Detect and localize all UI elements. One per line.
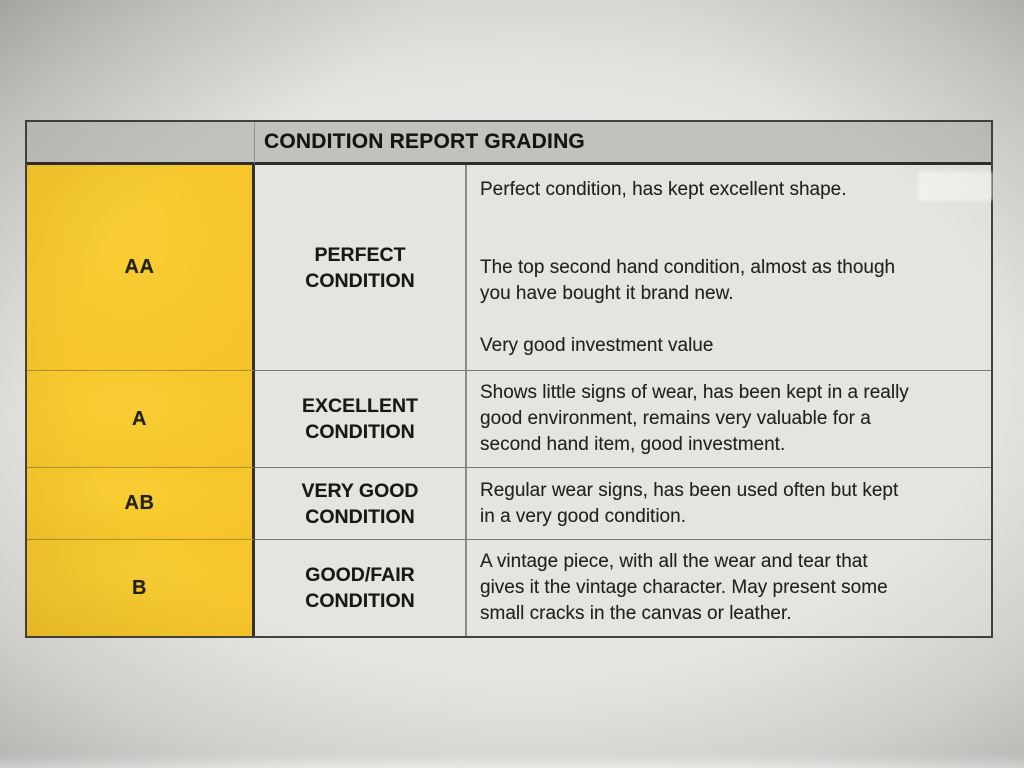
header-empty-cell — [27, 122, 255, 165]
grade-code: A — [132, 407, 147, 430]
grade-cell-a: A — [27, 371, 255, 468]
grade-cell-aa: AA — [27, 165, 255, 371]
grade-code: B — [132, 576, 147, 599]
description-line: Very good investment value — [480, 335, 714, 356]
label-line: CONDITION — [305, 269, 415, 292]
description-cell-aa: Perfect condition, has kept excellent sh… — [467, 165, 991, 371]
label-line: EXCELLENT — [302, 395, 418, 417]
label-cell-perfect-condition: PERFECT CONDITION — [255, 165, 467, 371]
description-cell-ab: Regular wear signs, has been used often … — [467, 468, 991, 540]
description-line: Perfect condition, has kept excellent sh… — [480, 179, 847, 200]
description-line — [480, 203, 977, 229]
description-line: in a very good condition. — [480, 505, 686, 527]
description-cell-b: A vintage piece, with all the wear and t… — [467, 540, 991, 636]
grade-code: AA — [124, 256, 155, 278]
table-header: CONDITION REPORT GRADING — [255, 122, 991, 165]
condition-report-grading-table: CONDITION REPORT GRADING AA PERFECT COND… — [25, 120, 993, 638]
description-line: Regular wear signs, has been used often … — [480, 479, 899, 501]
label-line: VERY GOOD — [301, 479, 419, 502]
label-line: CONDITION — [305, 590, 415, 612]
label-line: CONDITION — [305, 421, 415, 443]
grade-cell-ab: AB — [27, 468, 255, 540]
description-line: The top second hand condition, almost as… — [480, 257, 896, 278]
table-title: CONDITION REPORT GRADING — [264, 130, 585, 153]
description-cell-a: Shows little signs of wear, has been kep… — [467, 371, 991, 468]
label-cell-excellent-condition: EXCELLENT CONDITION — [255, 371, 467, 468]
label-line: CONDITION — [305, 505, 415, 528]
label-line: GOOD/FAIR — [305, 564, 415, 586]
label-line: PERFECT — [314, 243, 406, 266]
description-line: second hand item, good investment. — [480, 434, 786, 455]
grade-code: AB — [124, 492, 155, 514]
label-cell-good-fair-condition: GOOD/FAIR CONDITION — [255, 540, 467, 636]
description-line: gives it the vintage character. May pres… — [480, 577, 888, 598]
description-line — [480, 307, 977, 333]
description-line: Shows little signs of wear, has been kep… — [480, 382, 909, 403]
description-line: good environment, remains very valuable … — [480, 408, 871, 429]
label-cell-very-good-condition: VERY GOOD CONDITION — [255, 468, 467, 540]
description-line: small cracks in the canvas or leather. — [480, 603, 792, 624]
description-line — [480, 229, 977, 255]
description-line: you have bought it brand new. — [480, 283, 734, 304]
grade-cell-b: B — [27, 540, 255, 636]
description-line: A vintage piece, with all the wear and t… — [480, 551, 868, 572]
